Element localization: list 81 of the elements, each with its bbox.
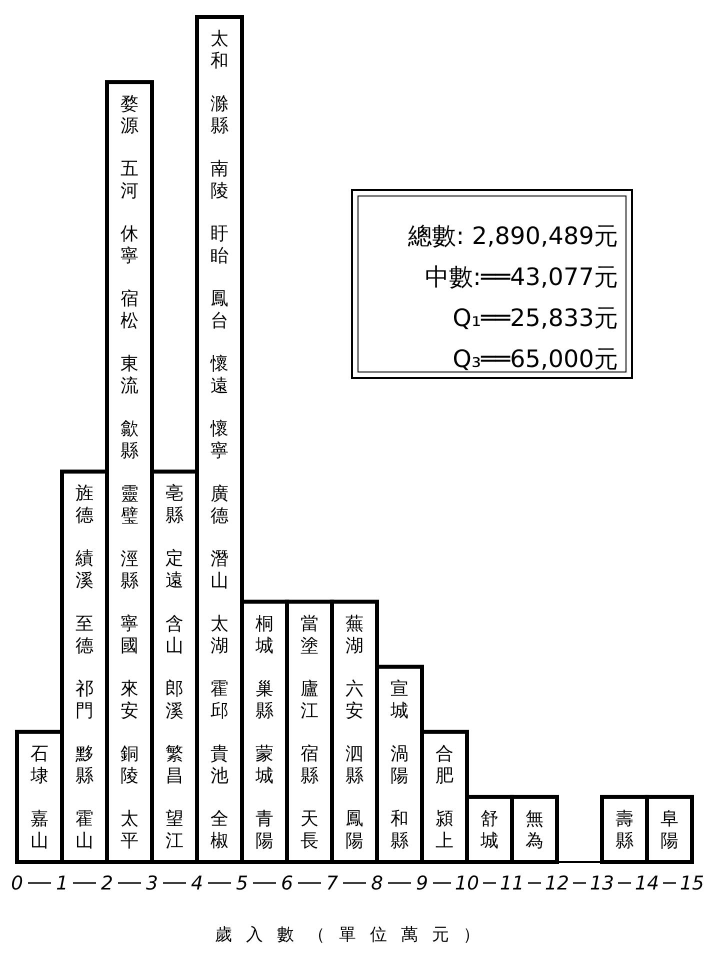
annotation: 貴池: [210, 743, 228, 786]
annotation: 太和: [210, 28, 228, 71]
annotation: 合肥: [436, 742, 454, 786]
annotation: 天長: [300, 808, 318, 851]
annotation: 蕪湖: [346, 612, 364, 656]
x-tick-label: 1: [56, 872, 68, 894]
annotation: 渦陽: [390, 742, 408, 786]
x-tick-label: 0: [10, 872, 24, 894]
annotation: 定遠: [166, 548, 184, 591]
annotation: 總數: 2,890,489元: [407, 222, 618, 250]
annotation: 五河: [120, 158, 138, 202]
x-tick-label: 2: [100, 872, 114, 894]
annotation: 舒城: [480, 808, 498, 851]
annotation: 盱眙: [210, 223, 228, 266]
annotation: 泗縣: [346, 742, 364, 786]
annotation: 宿松: [120, 288, 138, 332]
x-tick-label: 3: [146, 872, 158, 894]
annotation: 石埭: [30, 742, 48, 786]
annotation: 青陽: [256, 808, 274, 851]
annotation: 南陵: [210, 158, 228, 201]
x-tick-label: 6: [280, 872, 294, 894]
annotation: 嘉山: [30, 808, 48, 851]
annotation: 來安: [120, 678, 138, 722]
x-tick-label: 10: [454, 872, 480, 894]
annotation: 廬江: [300, 678, 318, 721]
x-tick-label: 11: [500, 872, 524, 894]
annotation: 懷遠: [210, 353, 228, 396]
annotation: 桐城: [254, 612, 274, 656]
annotation: 六安: [346, 678, 364, 721]
x-tick-label: 7: [326, 872, 338, 894]
annotation: 巢縣: [256, 678, 274, 721]
x-tick-label: 13: [590, 872, 614, 894]
annotation: 宣城: [390, 678, 408, 721]
x-tick-label: 8: [370, 872, 384, 894]
annotation: Q₁══25,833元: [452, 304, 618, 332]
annotation: 潁上: [436, 808, 454, 851]
annotation: 無為: [526, 808, 544, 851]
annotation: 中數:══43,077元: [425, 263, 618, 291]
annotation: 寧國: [120, 613, 138, 656]
annotation: 銅陵: [120, 743, 138, 786]
annotation: 婺源: [120, 93, 138, 136]
annotation: 廣德: [210, 483, 228, 526]
annotation: 涇縣: [120, 548, 138, 592]
annotation: 至德: [76, 612, 94, 656]
annotation: 潛山: [210, 548, 228, 591]
annotation: 東流: [120, 353, 138, 396]
annotation: 含山: [166, 612, 184, 656]
annotation: 蒙城: [254, 742, 274, 786]
x-tick-label: 9: [416, 872, 428, 894]
annotation: 望江: [166, 808, 184, 851]
annotation: 壽縣: [616, 808, 634, 851]
annotation: 鳳陽: [346, 808, 364, 851]
annotation: 當塗: [300, 612, 318, 656]
annotation: 黟縣: [74, 742, 94, 786]
annotation: 霍邱: [210, 678, 228, 721]
annotation: 郎溪: [166, 678, 184, 721]
annotation: 旌德: [76, 482, 94, 526]
annotation: 阜陽: [660, 808, 678, 851]
annotation: 霍山: [76, 808, 94, 851]
annotation: 靈璧: [120, 483, 138, 526]
x-tick-label: 12: [544, 872, 570, 894]
annotation: 全椒: [210, 808, 228, 851]
annotation: Q₃══65,000元: [452, 345, 618, 373]
annotation: 太湖: [210, 613, 228, 656]
annotation: 亳縣: [166, 482, 184, 526]
annotation: 績溪: [74, 548, 94, 591]
annotation: 祁門: [76, 678, 94, 721]
annotation: 懷寧: [210, 418, 228, 461]
annotation: 滁縣: [210, 93, 228, 136]
x-axis-title: 歲入數（單位萬元）: [215, 925, 494, 945]
x-tick-label: 14: [634, 872, 660, 894]
x-tick-label: 5: [236, 872, 248, 894]
annotation: 歙縣: [120, 418, 138, 462]
annotation: 繁昌: [166, 742, 184, 786]
annotation: 太平: [120, 808, 138, 852]
annotation: 鳳台: [210, 288, 228, 331]
annotation: 休寧: [120, 223, 138, 266]
annotation: 宿縣: [300, 742, 318, 786]
annotation: 和縣: [390, 808, 408, 851]
x-tick-label: 4: [190, 872, 204, 894]
x-tick-label: 15: [680, 872, 704, 894]
